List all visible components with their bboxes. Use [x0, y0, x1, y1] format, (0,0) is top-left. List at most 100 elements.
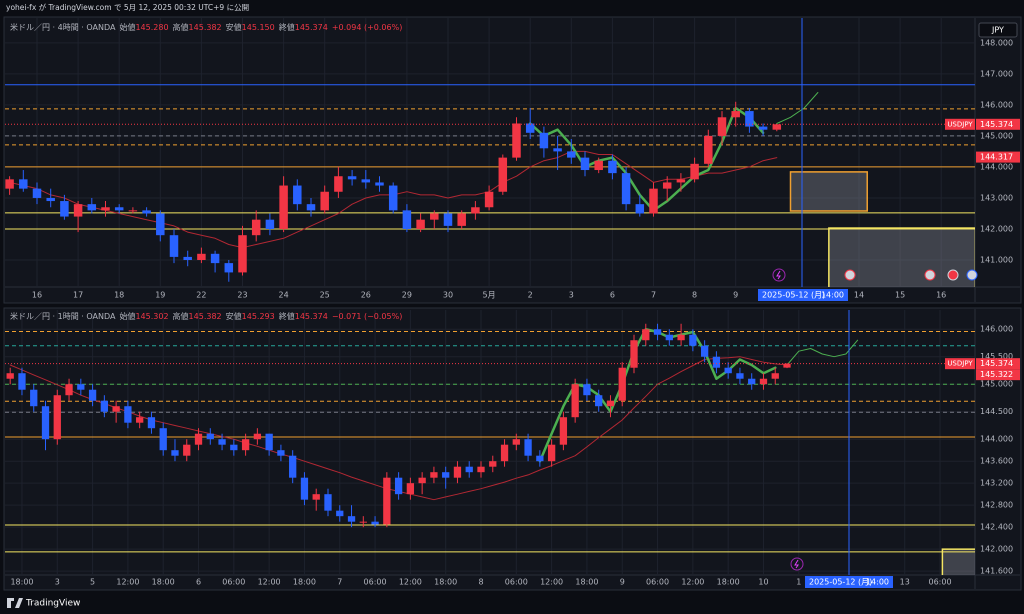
candle-body — [453, 466, 462, 478]
x-tick-label: 24 — [279, 291, 289, 300]
candle-body — [539, 132, 549, 149]
x-tick-label: 5月 — [483, 291, 496, 300]
x-tick-label: 19 — [155, 291, 165, 300]
candle-body — [677, 334, 685, 341]
event-icon[interactable] — [844, 269, 856, 281]
x-tick-label: 3 — [569, 291, 574, 300]
zone — [941, 548, 975, 575]
candle-body — [224, 263, 234, 273]
x-tick-label: 06:00 — [505, 578, 528, 587]
x-tick-label: 06:00 — [928, 578, 951, 587]
zone — [828, 227, 975, 287]
event-icon[interactable] — [924, 269, 936, 281]
candle-body — [771, 373, 779, 379]
candle-body — [251, 219, 261, 236]
candle-body — [618, 367, 626, 401]
stat-label: 終値 — [279, 22, 295, 32]
chart-4h: 148.000 147.000 146.000 145.000 144.000 143.0… — [5, 18, 1020, 301]
candle-body — [500, 444, 509, 462]
candle-body — [717, 117, 727, 136]
candle-body — [18, 373, 26, 390]
x-tick-label: 9 — [620, 578, 625, 587]
crosshair-date: 2025-05-12 (月) — [762, 291, 825, 300]
crosshair-date: 2025-05-12 (月) — [809, 578, 872, 587]
x-tick-label: 7 — [651, 291, 656, 300]
y-tick-label: 142.800 — [980, 501, 1013, 510]
event-icon — [776, 270, 781, 280]
x-tick-label: 06:00 — [222, 578, 245, 587]
candle-body — [525, 123, 535, 133]
chart-1h: 146.000 145.500 145.000 144.500 144.000 143.6… — [5, 310, 1020, 588]
x-tick-label: 7 — [337, 578, 342, 587]
candle-body — [324, 494, 332, 511]
y-tick-label: 143.000 — [980, 193, 1013, 202]
candle-body — [724, 367, 732, 374]
y-tick-label: 143.600 — [980, 457, 1013, 466]
candle-body — [498, 157, 508, 192]
candle-body — [430, 213, 439, 220]
candle-body — [457, 213, 466, 226]
x-tick-label: 06:00 — [364, 578, 387, 587]
candle-body — [169, 235, 179, 257]
candle-body — [359, 521, 367, 523]
x-tick-label: 9 — [733, 291, 738, 300]
event-icon[interactable] — [947, 269, 959, 281]
price-label: 144.317 — [980, 153, 1013, 162]
candle-body — [477, 466, 485, 473]
candle-body — [306, 204, 316, 211]
candle-body — [142, 210, 151, 214]
candle-body — [394, 477, 403, 495]
x-tick-label: 16 — [936, 291, 946, 300]
candle-body — [136, 417, 144, 423]
candle-body — [745, 111, 754, 127]
stat-value: 145.302 — [135, 312, 168, 321]
brand-logo — [7, 598, 23, 608]
candle-body — [312, 494, 320, 500]
candle-body — [32, 188, 42, 198]
y-tick-label: 148.000 — [980, 38, 1013, 47]
y-tick-label: 145.000 — [980, 131, 1013, 140]
stat-label: 高値 — [173, 22, 189, 32]
x-tick-label: 29 — [402, 291, 412, 300]
candle-body — [524, 439, 532, 456]
candle-body — [100, 400, 109, 412]
candle-body — [580, 157, 590, 171]
plot-area — [5, 310, 975, 575]
x-tick-label: 12:00 — [116, 578, 139, 587]
currency-button[interactable] — [978, 22, 1018, 38]
candle-body — [60, 201, 69, 217]
event-icon[interactable] — [966, 269, 978, 281]
x-tick-label: 30 — [443, 291, 453, 300]
chart-title: 米ドル／円 · 1時間 · OANDA — [10, 311, 116, 321]
crosshair-label-box — [805, 576, 893, 588]
y-tick-label: 141.600 — [980, 567, 1013, 576]
candle-body — [238, 235, 247, 273]
candle-body — [731, 111, 740, 118]
candle-body — [406, 483, 415, 495]
event-icon — [794, 559, 799, 569]
event-icon[interactable] — [772, 268, 786, 282]
candle-body — [371, 521, 379, 525]
candle-body — [649, 188, 658, 214]
candle-body — [347, 516, 356, 522]
stat-value: 145.293 — [242, 312, 275, 321]
stat-value: 145.382 — [189, 312, 222, 321]
candle-body — [759, 378, 768, 385]
x-tick-label: 06:00 — [646, 578, 669, 587]
y-tick-label: 146.000 — [980, 100, 1013, 109]
panel — [3, 307, 1022, 591]
candle-body — [265, 433, 273, 451]
candle-body — [53, 395, 61, 440]
x-tick-label: 6 — [196, 578, 201, 587]
brand: TradingView — [25, 599, 80, 609]
candle-body — [416, 219, 425, 229]
y-tick-label: 144.000 — [980, 162, 1013, 171]
candle-body — [300, 477, 309, 500]
stat-value: 145.382 — [189, 23, 222, 32]
event-icon[interactable] — [790, 557, 804, 571]
candle-body — [6, 373, 14, 379]
candle-body — [112, 406, 120, 412]
candle-body — [567, 151, 576, 158]
indicator-line — [786, 339, 859, 366]
candle-body — [430, 472, 438, 478]
